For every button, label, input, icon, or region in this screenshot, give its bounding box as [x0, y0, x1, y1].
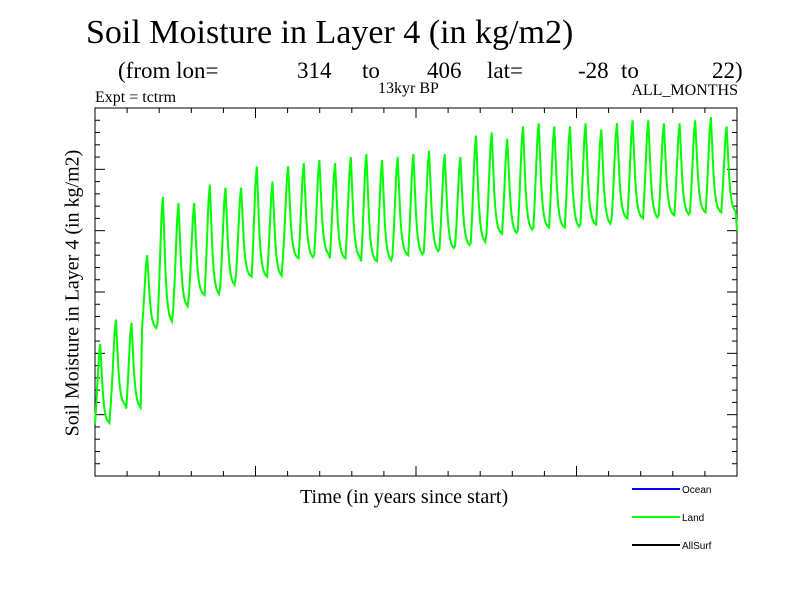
subtitle-lat-label: lat= [487, 58, 523, 83]
axis-ticks [95, 108, 737, 476]
legend-label-land: Land [682, 513, 704, 524]
experiment-label: Expt = tctrm [95, 89, 177, 106]
legend-label-ocean: Ocean [682, 485, 711, 496]
subtitle-lon-start: 314 [297, 58, 332, 83]
legend-label-allsurf: AllSurf [682, 541, 712, 552]
subtitle-lat-end: 22) [712, 58, 743, 83]
subtitle-lat-start: -28 [578, 58, 609, 83]
subtitle-to-label-2: to [621, 58, 639, 83]
plot-frame [94, 107, 738, 477]
subtitle-lon-end: 406 [427, 58, 462, 83]
x-axis-label: Time (in years since start) [300, 486, 509, 508]
series-line-land [94, 117, 738, 426]
months-label: ALL_MONTHS [631, 82, 738, 99]
subtitle-to-label: to [362, 58, 380, 83]
legend: Ocean Land AllSurf [632, 485, 712, 552]
subtitle-from-lon-label: (from lon= [118, 58, 219, 83]
chart-title: Soil Moisture in Layer 4 (in kg/m2) [86, 14, 574, 51]
period-label: 13kyr BP [378, 80, 439, 97]
